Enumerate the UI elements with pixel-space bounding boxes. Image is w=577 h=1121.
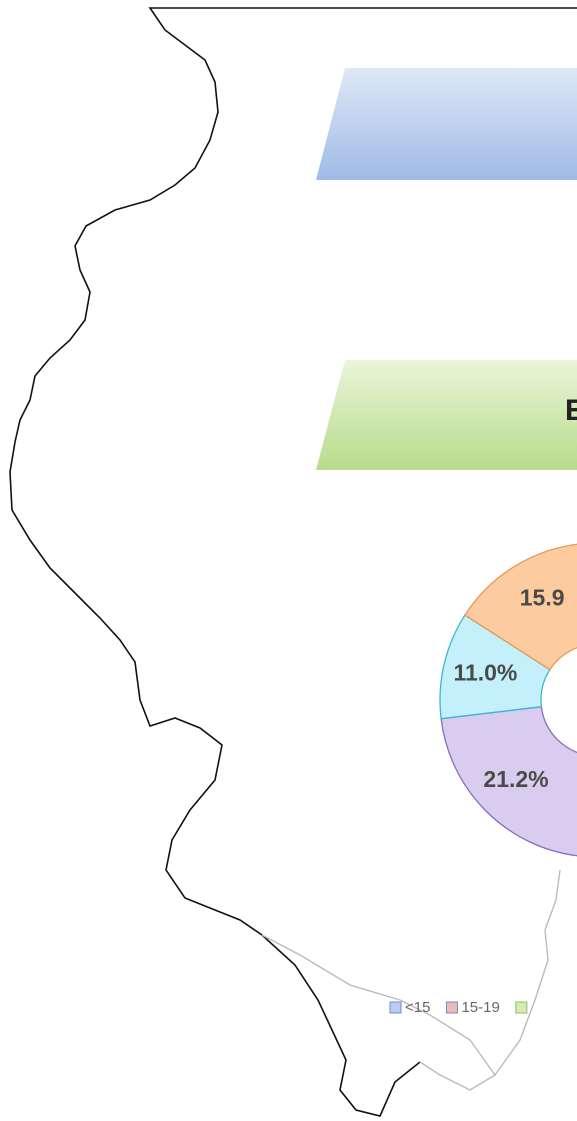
banner-text: E bbox=[565, 394, 577, 427]
data-label: 21.2% bbox=[483, 766, 548, 792]
donut-slice bbox=[464, 543, 577, 671]
legend: <15 15-19 bbox=[389, 999, 528, 1016]
banner-green bbox=[316, 360, 577, 470]
legend-swatch bbox=[515, 1001, 528, 1014]
legend-label: 15-19 bbox=[461, 999, 499, 1016]
state-outline bbox=[9, 7, 577, 1117]
data-label: 11.0% bbox=[453, 659, 517, 685]
legend-swatch bbox=[389, 1001, 402, 1014]
river-outline bbox=[261, 869, 561, 1091]
donut: 21.2% 11.0% 15.9 bbox=[439, 543, 577, 857]
legend-label: <15 bbox=[405, 999, 430, 1016]
legend-swatch bbox=[445, 1001, 458, 1014]
donut-slice bbox=[440, 705, 577, 857]
banner-blue bbox=[316, 68, 577, 180]
data-label: 15.9 bbox=[520, 585, 565, 611]
